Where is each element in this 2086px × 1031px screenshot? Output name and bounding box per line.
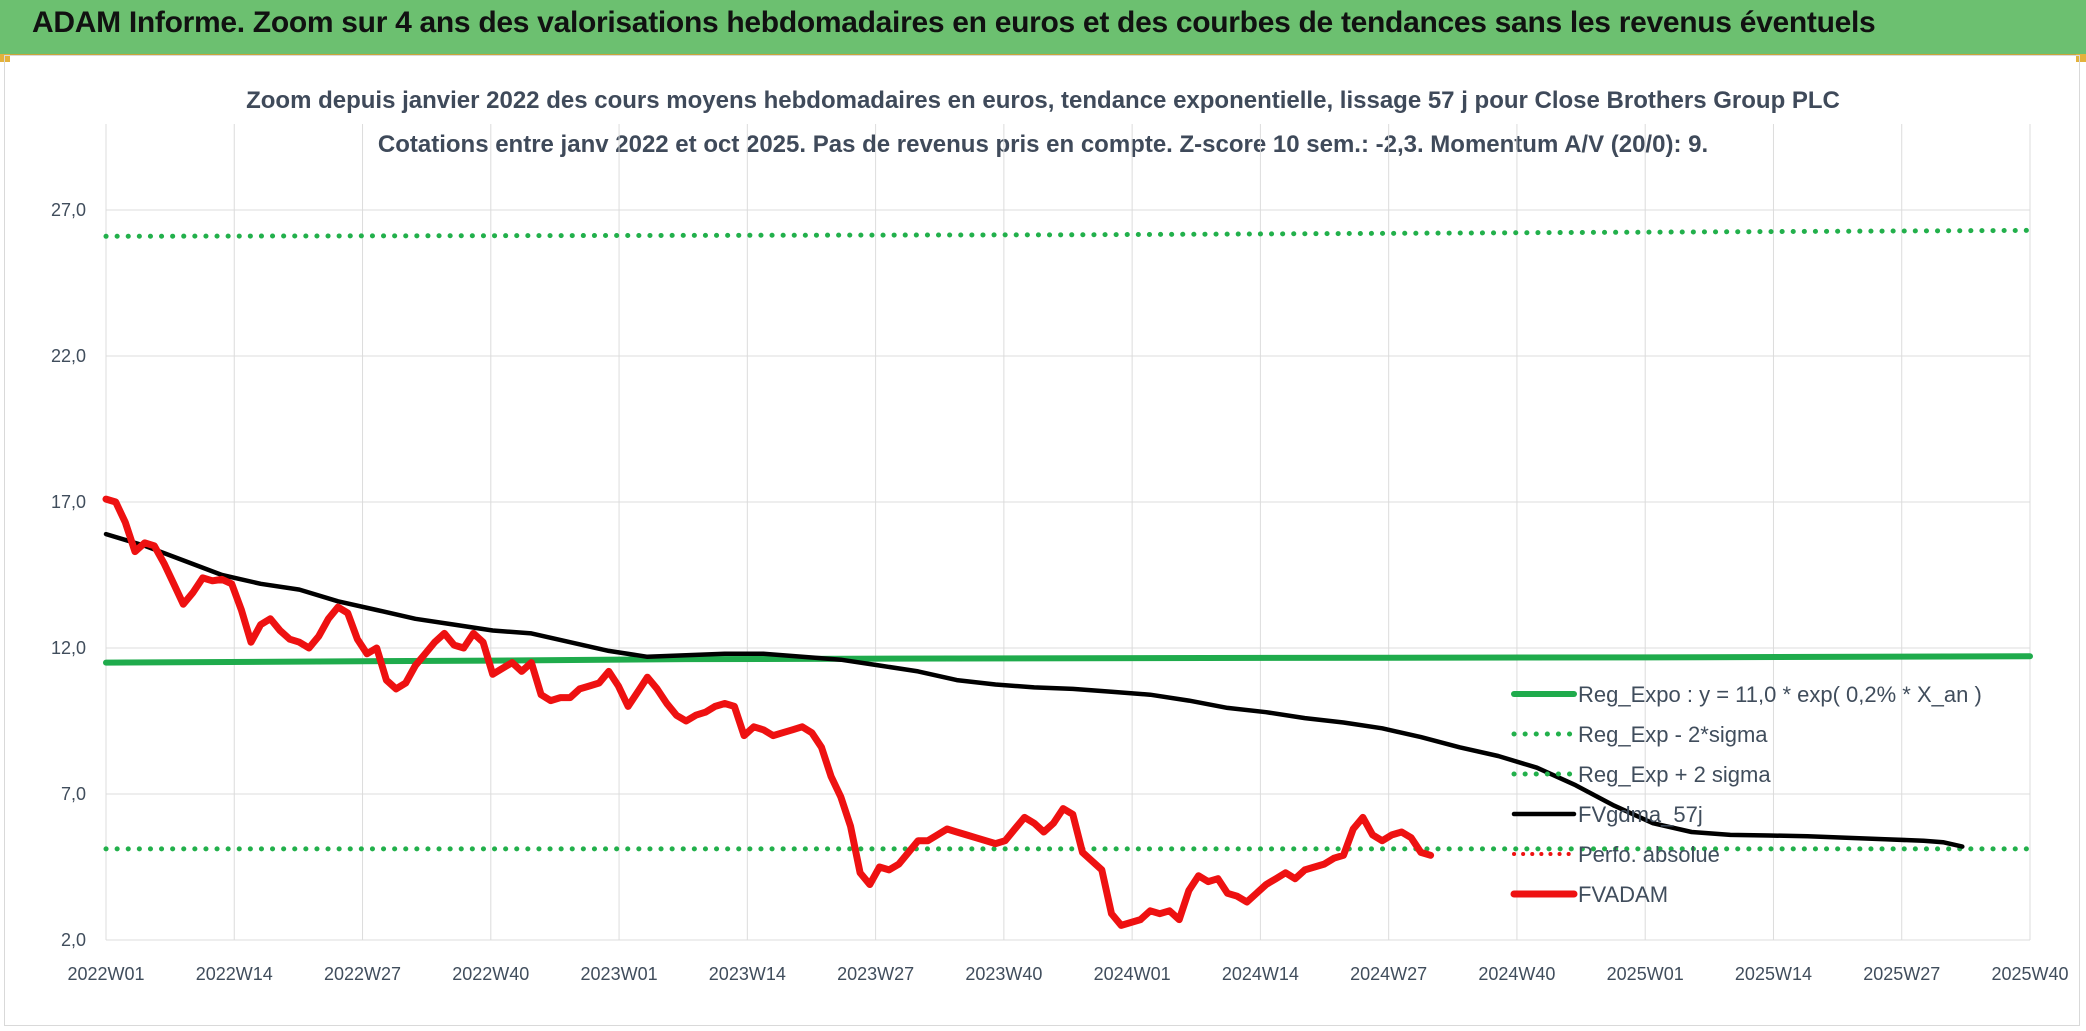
x-axis: 2022W01 2022W14 2022W27 2022W40 2023W01 2023W… <box>67 964 2068 984</box>
legend-item-fvgdma: FVgdma_57j <box>1511 802 1703 827</box>
grid <box>105 124 2031 941</box>
y-tick-label: 7,0 <box>61 784 86 804</box>
x-tick-label: 2022W01 <box>67 964 144 984</box>
series-lines <box>102 227 2033 929</box>
legend-label: FVgdma_57j <box>1578 802 1703 827</box>
fvgdma-57j-line <box>103 531 1965 849</box>
legend-item-perfo: Perfo. absolue <box>1512 842 1720 867</box>
legend-label: Reg_Expo : y = 11,0 * exp( 0,2% * X_an ) <box>1578 682 1982 707</box>
legend: Reg_Expo : y = 11,0 * exp( 0,2% * X_an )… <box>1510 682 1982 907</box>
x-tick-label: 2023W01 <box>581 964 658 984</box>
x-tick-label: 2024W01 <box>1094 964 1171 984</box>
legend-item-reg-expo: Reg_Expo : y = 11,0 * exp( 0,2% * X_an ) <box>1511 682 1982 707</box>
legend-item-fvadam: FVADAM <box>1510 882 1668 907</box>
x-tick-label: 2024W27 <box>1350 964 1427 984</box>
y-tick-label: 12,0 <box>51 638 86 658</box>
x-tick-label: 2025W40 <box>1991 964 2068 984</box>
corner-marker-left <box>0 54 10 62</box>
header-banner: ADAM Informe. Zoom sur 4 ans des valoris… <box>0 0 2086 55</box>
legend-label: Reg_Exp + 2 sigma <box>1578 762 1771 787</box>
y-tick-label: 27,0 <box>51 200 86 220</box>
corner-marker-right <box>2076 54 2086 62</box>
legend-item-reg-exp-plus: Reg_Exp + 2 sigma <box>1511 762 1771 787</box>
y-axis: 2,0 7,0 12,0 17,0 22,0 27,0 <box>51 200 86 950</box>
legend-label: Reg_Exp - 2*sigma <box>1578 722 1768 747</box>
banner-title: ADAM Informe. Zoom sur 4 ans des valoris… <box>32 6 1876 39</box>
x-tick-label: 2022W14 <box>196 964 273 984</box>
chart-frame <box>4 55 2080 1026</box>
x-tick-label: 2023W27 <box>837 964 914 984</box>
y-tick-label: 17,0 <box>51 492 86 512</box>
chart-title: Zoom depuis janvier 2022 des cours moyen… <box>246 87 1840 114</box>
legend-label: FVADAM <box>1578 882 1668 907</box>
fvadam-line <box>102 495 1435 929</box>
reg-exp-plus-2sigma-line <box>103 227 2033 239</box>
legend-item-reg-exp-minus: Reg_Exp - 2*sigma <box>1511 722 1768 747</box>
x-tick-label: 2025W14 <box>1735 964 1812 984</box>
chart-subtitle: Cotations entre janv 2022 et oct 2025. P… <box>378 131 1708 158</box>
x-tick-label: 2023W40 <box>965 964 1042 984</box>
x-tick-label: 2023W14 <box>709 964 786 984</box>
x-tick-label: 2024W40 <box>1478 964 1555 984</box>
x-tick-label: 2022W40 <box>452 964 529 984</box>
x-tick-label: 2025W01 <box>1607 964 1684 984</box>
reg-expo-line <box>103 653 2033 666</box>
x-tick-label: 2025W27 <box>1863 964 1940 984</box>
y-tick-label: 2,0 <box>61 930 86 950</box>
x-tick-label: 2024W14 <box>1222 964 1299 984</box>
x-tick-label: 2022W27 <box>324 964 401 984</box>
y-tick-label: 22,0 <box>51 346 86 366</box>
legend-label: Perfo. absolue <box>1578 842 1720 867</box>
